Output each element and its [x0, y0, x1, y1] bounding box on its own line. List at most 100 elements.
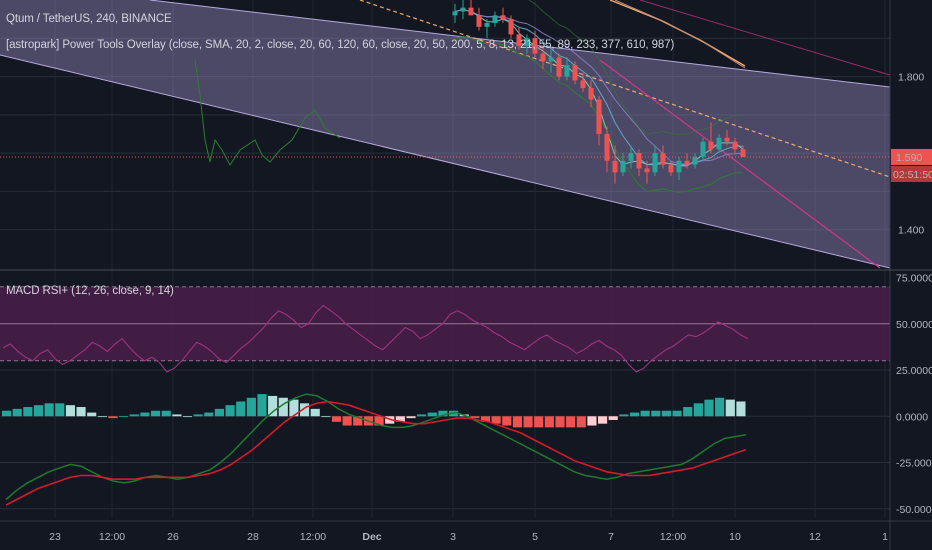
candle-body	[612, 160, 618, 173]
overlay-legend[interactable]: [astropark] Power Tools Overlay (close, …	[6, 39, 675, 51]
macd-histogram-bar	[268, 395, 278, 417]
price-tick-label: 1.400	[898, 225, 924, 237]
candle-body	[580, 80, 586, 89]
time-tick-label: 12:00	[660, 531, 686, 543]
macd-histogram-bar	[683, 407, 693, 417]
macd-histogram-bar	[65, 405, 75, 417]
macd-histogram-bar	[480, 416, 491, 422]
macd-histogram-bar	[108, 416, 118, 419]
macd-histogram-bar	[619, 414, 629, 417]
candle-body	[620, 160, 626, 173]
macd-histogram-bar	[629, 412, 640, 417]
channel-median-line	[359, 0, 891, 178]
time-tick-label: Dec	[362, 531, 381, 543]
candle-body	[500, 15, 506, 20]
candle-body	[516, 34, 522, 46]
bollinger-upper-line	[528, 0, 743, 136]
macd-histogram-bar	[246, 397, 256, 417]
candle-body	[452, 11, 458, 16]
last-price-label: 1.590	[896, 152, 922, 164]
macd-histogram-bar	[193, 414, 203, 417]
candle-body	[540, 53, 546, 62]
macd-histogram-bar	[491, 416, 501, 424]
candle-body	[692, 156, 698, 165]
macd-histogram-bar	[736, 401, 746, 417]
candle-body	[484, 22, 490, 27]
candle-body	[732, 141, 738, 150]
trend-line	[599, 59, 881, 269]
candle-body	[628, 153, 634, 161]
chart-title: Qtum / TetherUS, 240, BINANCE	[6, 13, 172, 25]
macd-histogram-bar	[55, 403, 65, 417]
indicator-squiggle-line	[194, 59, 341, 166]
macd-histogram-bar	[715, 397, 725, 417]
macd-histogram-bar	[289, 399, 299, 417]
macd-histogram-bar	[534, 416, 544, 428]
macd-histogram-bar	[672, 410, 682, 417]
macd-histogram-bar	[12, 408, 22, 417]
macd-histogram-bar	[566, 416, 576, 428]
rsi-panel	[0, 286, 890, 373]
candle-body	[716, 137, 722, 150]
last-price-badge	[891, 148, 932, 165]
macd-histogram-bar	[651, 410, 661, 417]
rsi-line	[2, 304, 749, 373]
indicator-tick-label: 50.0000	[896, 319, 932, 331]
candle-body	[564, 65, 570, 77]
time-tick-label: 12:00	[99, 531, 125, 543]
macd-histogram-bar	[182, 416, 193, 418]
macd-legend[interactable]: MACD RSI+ (12, 26, close, 9, 14)	[6, 285, 174, 297]
candle-body	[524, 38, 530, 46]
macd-histogram-bar	[214, 408, 224, 417]
indicator-tick-label: -50.0000	[896, 504, 932, 516]
time-tick-label: 23	[49, 531, 61, 543]
channel-fill	[0, 0, 890, 268]
macd-histogram-bar	[300, 403, 310, 417]
time-tick-label: 10	[729, 531, 741, 543]
candle-body	[636, 153, 642, 169]
candle-body	[532, 38, 538, 54]
candle-body	[676, 160, 682, 173]
candle-body	[740, 149, 746, 157]
macd-histogram-bar	[33, 405, 44, 417]
macd-histogram-bar	[172, 414, 182, 417]
channel-lower-line	[0, 54, 891, 269]
macd-histogram-bar	[502, 416, 512, 426]
macd-histogram-bar	[161, 410, 171, 417]
candle-body	[724, 137, 730, 142]
macd-histogram-bar	[406, 416, 416, 419]
macd-panel	[2, 393, 747, 506]
candle-body	[556, 57, 562, 77]
time-tick-label: 7	[608, 531, 614, 543]
macd-histogram-bar	[76, 407, 86, 417]
macd-histogram-bar	[236, 401, 246, 417]
time-tick-label: 28	[247, 531, 259, 543]
macd-histogram-bar	[151, 410, 161, 417]
candle-body	[468, 7, 474, 16]
countdown-label: 02:51:50	[893, 169, 932, 181]
time-tick-label: 1	[882, 531, 888, 543]
time-tick-label: 3	[450, 531, 456, 543]
candle-body	[548, 57, 554, 62]
signal-line	[5, 400, 747, 506]
macd-histogram-bar	[470, 416, 480, 419]
countdown-badge	[891, 165, 932, 182]
time-tick-label: 5	[532, 531, 538, 543]
indicator-tick-label: 25.0000	[896, 365, 932, 377]
price-candles	[452, 0, 746, 184]
macd-histogram-bar	[204, 412, 214, 417]
candle-body	[652, 153, 658, 173]
candle-body	[708, 141, 714, 150]
macd-histogram-bar	[608, 416, 618, 420]
macd-histogram-bar	[97, 416, 107, 418]
indicator-tick-label: 75.0000	[896, 273, 932, 285]
macd-histogram-bar	[704, 399, 714, 417]
time-tick-label: 26	[167, 531, 179, 543]
macd-histogram-bar	[44, 403, 54, 417]
macd-histogram-bar	[374, 416, 384, 426]
indicator-tick-label: 0.0000	[896, 411, 928, 423]
candle-body	[684, 160, 690, 165]
macd-histogram-bar	[693, 403, 703, 417]
